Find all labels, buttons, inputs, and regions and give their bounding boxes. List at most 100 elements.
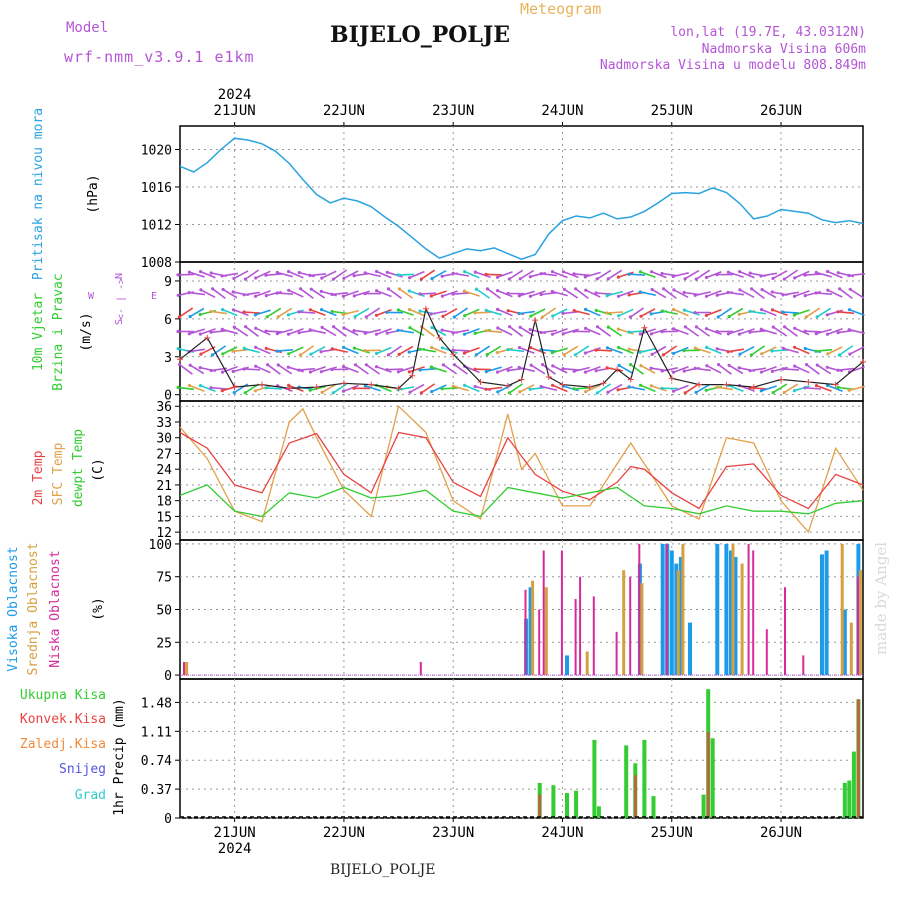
wind-arrow (509, 326, 523, 337)
wind-arrow-head (518, 325, 522, 329)
wind-arrow-head (616, 275, 621, 279)
wind-arrow (420, 383, 436, 394)
wind-arrow (178, 307, 194, 318)
wind-arrow-head (341, 312, 345, 317)
mid-cloud-bar (840, 543, 844, 675)
wind-arrow-head (539, 330, 543, 335)
wind-arrow-head (627, 385, 631, 389)
y-tick-label: 36 (156, 400, 172, 415)
wind-arrow (409, 270, 425, 279)
wind-arrow (464, 308, 480, 317)
wind-arrow (562, 367, 580, 371)
wind-arrow (475, 288, 491, 299)
wind-arrow-head (199, 352, 203, 356)
wind-arrow (452, 292, 470, 295)
wind-arrow-head (473, 270, 477, 274)
low-cloud-bar (574, 599, 577, 676)
wind-arrow-head (352, 346, 356, 350)
wind-arrow (771, 349, 789, 352)
wind-arrow (651, 328, 667, 335)
wind-arrow-head (650, 352, 654, 356)
wind-arrow (848, 273, 866, 277)
x-tick-label-top: 22JUN (323, 103, 365, 119)
precip-legend-item: Konvek.Kisa (20, 712, 106, 727)
wind-arrow (222, 308, 238, 317)
wind-arrow-head (660, 369, 664, 373)
wind-arrow (607, 347, 623, 354)
wind-arrow (276, 292, 294, 295)
wind-arrow (333, 326, 347, 337)
wind-arrow-head (177, 315, 181, 319)
low-cloud-bar (638, 543, 641, 675)
wind-arrow (200, 289, 216, 299)
wind-arrow-head (364, 315, 368, 319)
x-tick-label-top: 25JUN (651, 103, 693, 119)
wind-arrow-head (495, 351, 499, 355)
wind-arrow (288, 309, 304, 316)
wind-arrow-head (331, 277, 335, 281)
wind-arrow (662, 367, 678, 372)
wind-arrow-head (364, 363, 368, 367)
wind-gust-mark (450, 351, 457, 358)
wind-arrow-head (254, 364, 258, 368)
wind-arrow-head (451, 271, 455, 275)
x-tick-label-bottom: 24JUN (541, 825, 583, 841)
wind-arrow-head (209, 309, 213, 314)
wind-arrow (442, 290, 458, 297)
wind-arrow (365, 307, 381, 318)
wind-arrow-head (704, 313, 709, 317)
wind-arrow-head (717, 363, 721, 367)
total-precip-bar (710, 738, 715, 818)
wind-arrow (628, 386, 646, 391)
wind-arrow (430, 310, 448, 315)
wind-arrow-head (605, 366, 609, 370)
wind-arrow (222, 288, 238, 299)
conv-precip-bar (706, 732, 710, 818)
high-cloud-bar (824, 550, 829, 676)
wind-arrow (607, 290, 623, 297)
y-tick-label: 1008 (141, 256, 172, 271)
wind-arrow-head (574, 287, 578, 291)
wind-arrow-head (253, 294, 258, 298)
wind-arrow (265, 273, 283, 276)
wind-arrow-head (220, 274, 224, 278)
wind-arrow (673, 365, 689, 373)
wind-arrow-head (308, 273, 312, 277)
wind-gust-mark (518, 376, 525, 383)
wind-arrow (673, 289, 689, 299)
wind-arrow-head (330, 292, 334, 296)
wind-arrow-head (330, 309, 334, 314)
wind-arrow (739, 328, 755, 335)
wind-arrow-head (210, 353, 214, 357)
wind-arrow-head (759, 327, 763, 331)
wind-arrow-head (759, 389, 764, 393)
y-tick-label: 18 (156, 495, 172, 510)
wind-arrow-head (298, 353, 302, 357)
wind-arrow-head (826, 352, 830, 356)
wind-arrow-head (407, 289, 411, 293)
wind-arrow (486, 309, 502, 316)
wind-arrow (211, 345, 227, 356)
wind-arrow (585, 365, 601, 373)
wind-arrow-head (693, 311, 697, 315)
wind-arrow-head (715, 347, 719, 351)
wind-arrow-head (419, 391, 423, 395)
wind-arrow (232, 348, 250, 352)
wind-arrow (267, 364, 281, 375)
pressure-ylabel: Pritisak na nivou mora (31, 108, 46, 280)
wind-arrow (695, 291, 711, 297)
wind-arrow (309, 273, 327, 277)
wind-arrow (332, 383, 348, 394)
wind-arrow-head (275, 349, 279, 353)
wind-arrow (540, 329, 558, 334)
wind-arrow (419, 348, 437, 353)
temp-unit: (C) (91, 458, 106, 481)
wind-arrow (640, 308, 656, 318)
total-precip-bar (596, 806, 601, 818)
wind-arrow-head (517, 346, 522, 350)
wind-arrow-head (760, 352, 764, 356)
wind-arrow-head (595, 277, 599, 281)
cloud-unit: (%) (91, 597, 106, 620)
wind-arrow-head (716, 315, 720, 319)
